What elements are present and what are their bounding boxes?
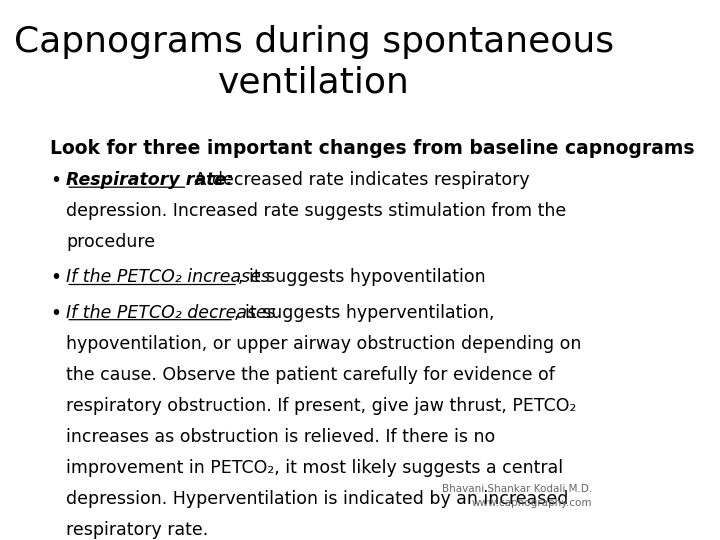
Text: If the PETCO₂ increases: If the PETCO₂ increases [66,268,270,286]
Text: , it suggests hyperventilation,: , it suggests hyperventilation, [234,303,495,322]
Text: hypoventilation, or upper airway obstruction depending on: hypoventilation, or upper airway obstruc… [66,335,582,353]
Text: respiratory obstruction. If present, give jaw thrust, PETCO₂: respiratory obstruction. If present, giv… [66,397,577,415]
Text: Respiratory rate:: Respiratory rate: [66,171,233,189]
Text: , it suggests hypoventilation: , it suggests hypoventilation [238,268,486,286]
Text: Bhavani Shankar Kodali M.D.
www.capnography.com: Bhavani Shankar Kodali M.D. www.capnogra… [442,484,593,508]
Text: Capnograms during spontaneous
ventilation: Capnograms during spontaneous ventilatio… [14,25,614,99]
Text: increases as obstruction is relieved. If there is no: increases as obstruction is relieved. If… [66,428,495,446]
Text: •: • [50,303,61,322]
Text: •: • [50,171,61,190]
Text: A decreased rate indicates respiratory: A decreased rate indicates respiratory [189,171,529,189]
Text: If the PETCO₂ decreases: If the PETCO₂ decreases [66,303,276,322]
Text: the cause. Observe the patient carefully for evidence of: the cause. Observe the patient carefully… [66,366,555,384]
Text: respiratory rate.: respiratory rate. [66,521,208,539]
Text: Look for three important changes from baseline capnograms: Look for three important changes from ba… [50,139,695,158]
Text: improvement in PETCO₂, it most likely suggests a central: improvement in PETCO₂, it most likely su… [66,459,563,477]
Text: •: • [50,268,61,287]
Text: depression. Increased rate suggests stimulation from the: depression. Increased rate suggests stim… [66,202,567,220]
Text: procedure: procedure [66,233,156,251]
Text: depression. Hyperventilation is indicated by an increased: depression. Hyperventilation is indicate… [66,490,569,508]
